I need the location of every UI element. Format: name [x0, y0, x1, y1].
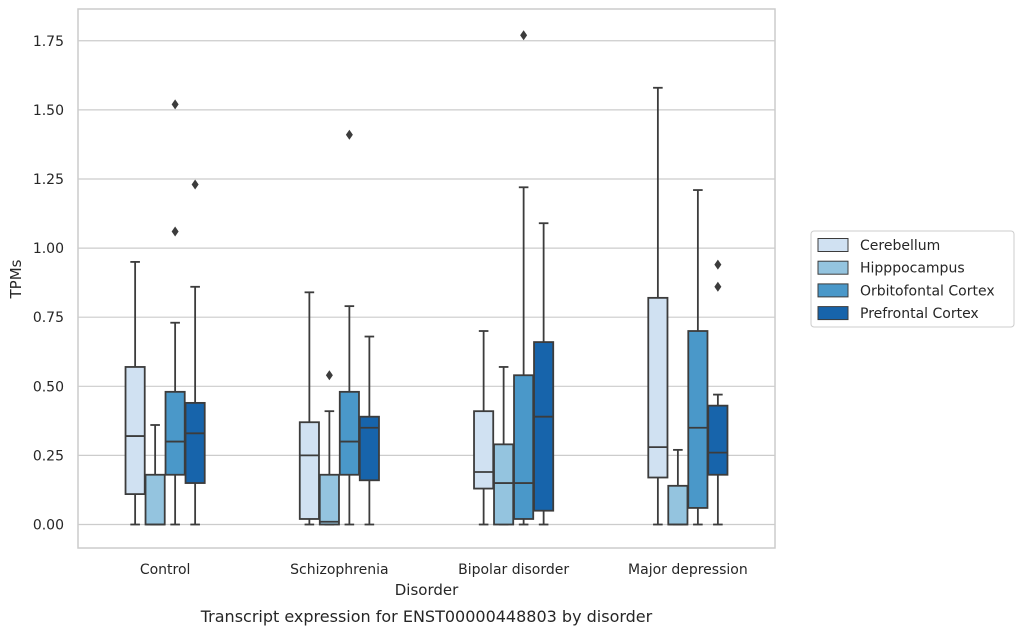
y-tick-label: 0.00 — [33, 518, 64, 534]
box-body — [298, 421, 320, 520]
x-tick-label: Schizophrenia — [290, 562, 388, 578]
outlier-point — [520, 30, 528, 41]
box-3-0 — [184, 179, 206, 526]
y-tick-label: 0.50 — [33, 379, 64, 395]
legend-label: Prefrontal Cortex — [860, 306, 979, 322]
box-body — [338, 390, 360, 476]
y-tick-label: 1.50 — [33, 103, 64, 119]
x-tick-label: Bipolar disorder — [458, 562, 569, 578]
chart-caption: Transcript expression for ENST0000044880… — [200, 607, 653, 626]
box-body — [124, 366, 146, 496]
box-3-1 — [358, 335, 380, 526]
box-body — [144, 473, 166, 526]
box-2-3 — [687, 189, 709, 526]
y-axis-label: TPMs — [7, 259, 25, 299]
box-body — [493, 443, 515, 526]
outlier-point — [325, 370, 333, 381]
y-tick-label: 0.75 — [33, 310, 64, 326]
legend-label: Cerebellum — [860, 238, 940, 254]
y-tick-label: 1.25 — [33, 172, 64, 188]
x-axis-label: Disorder — [395, 581, 459, 599]
legend: Cerebellum Hipppocampus Orbitofontal Corte… — [810, 230, 1015, 328]
legend-swatch — [817, 283, 849, 298]
box-0-1 — [298, 291, 320, 526]
x-tick-labels: Control Schizophrenia Bipolar disorder Majo… — [140, 562, 748, 578]
box-plot-marks — [124, 30, 729, 526]
box-body — [358, 415, 380, 482]
box-1-3 — [667, 448, 689, 526]
legend-label: Orbitofontal Cortex — [860, 283, 995, 299]
outlier-point — [714, 259, 722, 270]
legend-frame — [810, 230, 1015, 328]
box-body — [707, 404, 729, 476]
x-tick-label: Major depression — [628, 562, 748, 578]
box-2-2 — [513, 30, 535, 526]
legend-swatch — [817, 238, 849, 252]
box-1-1 — [318, 370, 340, 526]
box-2-1 — [338, 129, 360, 526]
y-tick-label: 0.25 — [33, 448, 64, 464]
box-1-2 — [493, 366, 515, 526]
box-body — [184, 401, 206, 484]
y-tick-label: 1.00 — [33, 241, 64, 257]
outlier-point — [191, 179, 199, 190]
box-1-0 — [144, 424, 166, 526]
box-body — [513, 374, 535, 520]
box-2-0 — [164, 99, 186, 526]
legend-label: Hipppocampus — [860, 261, 965, 277]
box-3-3 — [707, 259, 729, 526]
box-body — [687, 330, 709, 509]
box-body — [647, 296, 669, 479]
outlier-point — [714, 281, 722, 292]
box-0-2 — [473, 330, 495, 526]
plot-frame — [77, 8, 776, 549]
box-0-0 — [124, 261, 146, 526]
box-body — [164, 390, 186, 476]
y-tick-label: 1.75 — [33, 34, 64, 50]
box-body — [473, 410, 495, 490]
legend-swatch — [817, 260, 849, 275]
box-3-2 — [533, 222, 555, 526]
legend-swatch — [817, 306, 849, 321]
y-tick-labels: 0.00 0.25 0.50 0.75 1.00 1.25 1.50 1.75 — [33, 34, 64, 534]
outlier-point — [345, 129, 353, 140]
box-body — [318, 473, 340, 526]
x-tick-label: Control — [140, 562, 191, 578]
box-body — [667, 484, 689, 526]
outlier-point — [171, 99, 179, 110]
box-body — [533, 341, 555, 512]
outlier-point — [171, 226, 179, 237]
box-0-3 — [647, 86, 669, 526]
